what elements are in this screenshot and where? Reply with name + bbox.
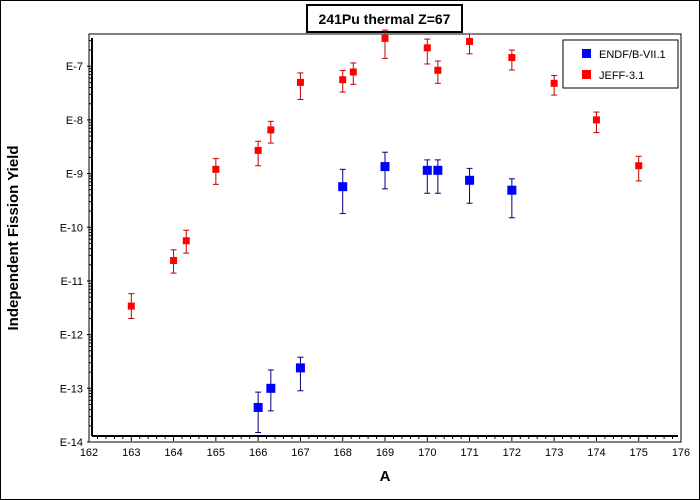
data-point-jeff: [466, 33, 474, 55]
marker-jeff: [434, 66, 442, 74]
marker-jeff: [182, 237, 190, 245]
x-tick-label: 173: [545, 447, 563, 459]
data-point-endf: [253, 391, 263, 434]
legend-label-endf: ENDF/B-VII.1: [599, 49, 666, 61]
x-tick-label: 175: [630, 447, 648, 459]
marker-jeff: [381, 34, 389, 42]
marks-layer: [127, 29, 643, 434]
data-point-endf: [465, 167, 475, 204]
data-point-jeff: [127, 293, 135, 319]
data-point-endf: [380, 151, 390, 190]
marker-endf: [465, 175, 475, 185]
data-point-endf: [433, 159, 443, 194]
x-tick-label: 164: [164, 447, 182, 459]
legend-box: [562, 39, 679, 89]
data-point-jeff: [508, 49, 516, 71]
marker-endf: [380, 162, 390, 172]
x-tick-label: 169: [376, 447, 394, 459]
marker-endf: [295, 363, 305, 373]
x-tick-label: 165: [207, 447, 225, 459]
data-point-endf: [295, 356, 305, 392]
marker-jeff: [550, 79, 558, 87]
data-point-jeff: [381, 29, 389, 59]
marker-endf: [507, 185, 517, 195]
data-point-jeff: [182, 229, 190, 254]
y-tick-label: E-8: [66, 115, 83, 127]
axes-layer: 162 163 164 165 166 167 168 169 170 171 172 173 174 1…: [60, 38, 690, 459]
legend: ENDF/B-VII.1 JEFF-3.1: [562, 39, 679, 89]
legend-swatch-jeff: [582, 70, 591, 79]
x-tick-label: 174: [587, 447, 605, 459]
data-point-jeff: [339, 70, 347, 93]
marker-endf: [338, 182, 348, 192]
marker-endf: [422, 165, 432, 175]
plot-area: [88, 33, 682, 443]
chart-title: 241Pu thermal Z=67: [319, 11, 451, 27]
data-point-jeff: [592, 111, 600, 134]
marker-jeff: [466, 37, 474, 45]
marker-jeff: [592, 116, 600, 124]
data-point-endf: [338, 168, 348, 215]
data-point-jeff: [267, 120, 275, 144]
chart-title-box: 241Pu thermal Z=67: [306, 4, 463, 33]
data-point-jeff: [550, 75, 558, 96]
y-tick-label: E-9: [66, 169, 83, 181]
x-tick-label: 163: [122, 447, 140, 459]
x-tick-label: 168: [334, 447, 352, 459]
marker-jeff: [339, 76, 347, 84]
data-point-jeff: [434, 60, 442, 84]
marker-endf: [253, 402, 263, 412]
x-axis-title: A: [380, 468, 391, 485]
x-tick-label: 162: [80, 447, 98, 459]
legend-label-jeff: JEFF-3.1: [599, 70, 644, 82]
data-point-jeff: [212, 158, 220, 185]
marker-jeff: [267, 126, 275, 134]
y-tick-label: E-13: [60, 383, 83, 395]
x-tick-label: 171: [460, 447, 478, 459]
data-point-endf: [422, 159, 432, 194]
x-tick-label: 170: [418, 447, 436, 459]
marker-jeff: [212, 165, 220, 173]
y-tick-label: E-12: [60, 330, 83, 342]
marker-jeff: [423, 44, 431, 52]
marker-jeff: [508, 54, 516, 62]
marker-jeff: [635, 162, 643, 170]
x-tick-label: 176: [672, 447, 690, 459]
data-point-endf: [266, 369, 276, 412]
data-point-jeff: [349, 62, 357, 85]
y-tick-label: E-11: [61, 276, 83, 288]
y-axis-title: Independent Fission Yield: [5, 145, 22, 330]
data-point-jeff: [254, 140, 262, 167]
marker-endf: [433, 165, 443, 175]
marker-jeff: [296, 78, 304, 86]
marker-endf: [266, 383, 276, 393]
y-tick-label: E-14: [60, 437, 83, 449]
marker-jeff: [127, 302, 135, 310]
data-point-jeff: [635, 155, 643, 182]
y-tick-label: E-10: [60, 222, 83, 234]
x-tick-label: 166: [249, 447, 267, 459]
marker-jeff: [170, 257, 178, 265]
data-point-jeff: [296, 72, 304, 100]
marker-jeff: [349, 68, 357, 76]
data-point-jeff: [170, 249, 178, 274]
y-tick-label: E-7: [66, 61, 83, 73]
legend-swatch-endf: [582, 49, 591, 58]
x-tick-label: 167: [291, 447, 309, 459]
x-tick-label: 172: [503, 447, 521, 459]
data-point-endf: [507, 178, 517, 219]
data-point-jeff: [423, 38, 431, 65]
marker-jeff: [254, 146, 262, 154]
